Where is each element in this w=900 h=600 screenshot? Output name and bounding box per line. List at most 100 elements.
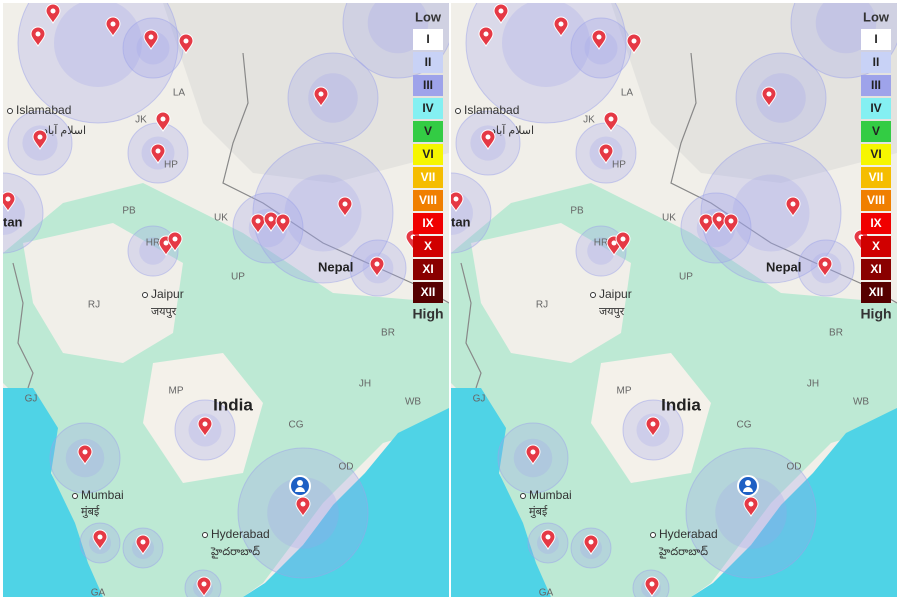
earthquake-pin xyxy=(598,143,614,164)
pin-dot xyxy=(790,201,796,207)
legend-bottom: High xyxy=(412,306,443,322)
earthquake-pin xyxy=(785,196,801,217)
earthquake-pin xyxy=(553,16,569,37)
map-label: WB xyxy=(405,397,421,408)
legend-level: VIII xyxy=(419,193,437,207)
pin-dot xyxy=(716,216,722,222)
dry-area xyxy=(23,223,183,363)
earthquake-pin xyxy=(3,191,16,212)
legend-swatch xyxy=(861,282,891,303)
pin-dot xyxy=(608,116,614,122)
legend-swatch xyxy=(861,167,891,188)
pin-dot xyxy=(703,218,709,224)
legend-swatch xyxy=(413,98,443,119)
legend-swatch xyxy=(413,167,443,188)
legend-swatch xyxy=(861,190,891,211)
map-label: MP xyxy=(617,386,632,397)
legend-level: II xyxy=(873,55,880,69)
map-label: RJ xyxy=(88,300,100,311)
map-label: BR xyxy=(829,328,843,339)
map-label: హైదరాబాద్ xyxy=(210,545,260,559)
map-label: जयपुर xyxy=(151,306,177,318)
intensity-ring xyxy=(232,192,304,264)
earthquake-pin xyxy=(478,26,494,47)
earthquake-pin xyxy=(263,211,279,232)
pin-dot xyxy=(318,91,324,97)
map-label: HR xyxy=(594,238,608,249)
pin-dot xyxy=(748,501,754,507)
earthquake-pin xyxy=(493,3,509,24)
pin-dot xyxy=(201,581,207,587)
map-label: JK xyxy=(135,115,147,126)
earthquake-pin xyxy=(45,3,61,24)
legend-swatch xyxy=(861,259,891,280)
map-panel: Islamabad اسلام آباد tan JK LA HP PB UK HR UP Nepa… xyxy=(3,3,449,599)
earthquake-pin xyxy=(143,29,159,50)
border xyxy=(12,262,34,389)
earthquake-pin xyxy=(92,529,108,550)
earthquake-pin xyxy=(451,191,464,212)
legend-swatch xyxy=(413,190,443,211)
map: Islamabad اسلام آباد tan JK LA HP PB UK HR UP Nepa… xyxy=(451,3,897,597)
city-dot xyxy=(520,493,526,499)
intensity-ring xyxy=(680,192,752,264)
map-label: Islamabad xyxy=(16,103,71,117)
map: Islamabad اسلام آباد tan JK LA HP PB UK HR UP Nepa… xyxy=(3,3,449,599)
earthquake-pin xyxy=(196,576,212,597)
legend-top: Low xyxy=(415,9,442,24)
map-label: HP xyxy=(612,160,626,171)
intensity-core xyxy=(308,73,358,123)
pin-dot xyxy=(110,21,116,27)
map-label: UP xyxy=(679,272,693,283)
earthquake-pin xyxy=(626,33,642,54)
border xyxy=(670,52,897,304)
sea-east xyxy=(691,408,897,597)
pin-dot xyxy=(728,218,734,224)
map-label: OD xyxy=(787,462,802,473)
map-label: Islamabad xyxy=(464,103,519,117)
pin-dot xyxy=(82,449,88,455)
earthquake-pin xyxy=(480,129,496,150)
legend-level: VIII xyxy=(867,193,885,207)
intensity-ring xyxy=(735,52,827,144)
map-label: Nepal xyxy=(318,259,353,274)
user-location xyxy=(289,475,311,497)
earthquake-pin xyxy=(369,256,385,277)
legend-swatch xyxy=(413,29,443,50)
earthquake-pin xyxy=(197,416,213,437)
intensity-ring xyxy=(287,52,379,144)
earthquake-pin xyxy=(817,256,833,277)
legend-level: XI xyxy=(870,262,881,276)
legend-level: II xyxy=(425,55,432,69)
earthquake-pin xyxy=(313,86,329,107)
intensity-ring xyxy=(465,3,627,124)
map-label: Nepal xyxy=(766,259,801,274)
pin-dot xyxy=(766,91,772,97)
legend-level: IV xyxy=(870,101,881,115)
pin-dot xyxy=(822,261,828,267)
pin-dot xyxy=(611,240,617,246)
legend-swatch xyxy=(413,213,443,234)
earthquake-pin xyxy=(178,33,194,54)
legend-level: VII xyxy=(421,170,436,184)
legend-swatch xyxy=(413,75,443,96)
earthquake-pin xyxy=(77,444,93,465)
city-dot xyxy=(202,532,208,538)
border xyxy=(222,52,449,304)
legend-bottom: High xyxy=(860,306,891,322)
intensity-core xyxy=(732,174,810,252)
pin-dot xyxy=(50,8,56,14)
pin-dot xyxy=(255,218,261,224)
intensity-ring xyxy=(17,3,179,124)
map-label: Jaipur xyxy=(599,287,632,301)
intensity-core xyxy=(284,174,362,252)
user-location xyxy=(737,475,759,497)
earthquake-pin xyxy=(155,111,171,132)
pin-dot xyxy=(588,539,594,545)
pin-dot xyxy=(650,421,656,427)
city-dot xyxy=(72,493,78,499)
earthquake-pin xyxy=(337,196,353,217)
map-label: GA xyxy=(91,588,106,599)
map-label: PB xyxy=(570,206,584,217)
legend-level: III xyxy=(423,78,433,92)
